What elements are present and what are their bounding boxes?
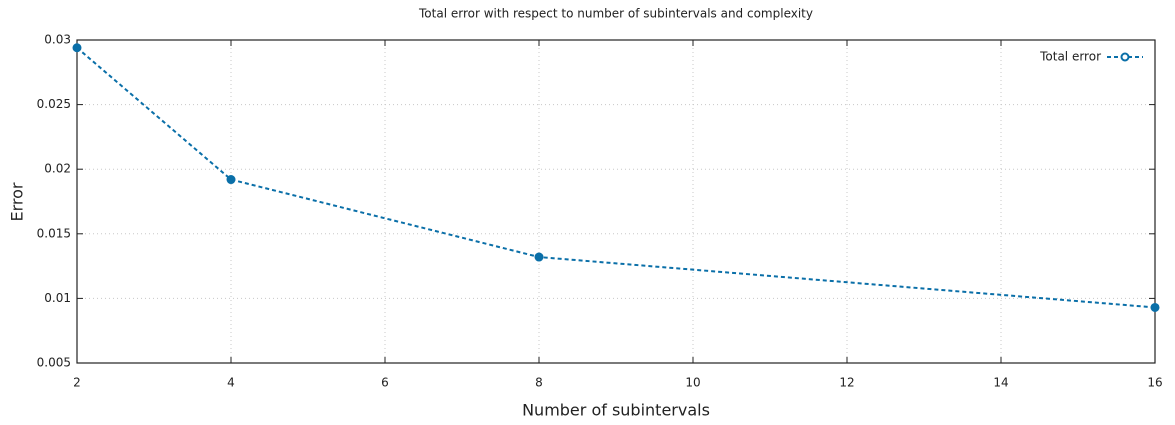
x-tick-label: 8 bbox=[535, 376, 543, 390]
data-point bbox=[226, 175, 236, 185]
x-tick-label: 6 bbox=[381, 376, 389, 390]
x-tick-label: 10 bbox=[685, 376, 700, 390]
x-tick-label: 2 bbox=[73, 376, 81, 390]
y-tick-label: 0.01 bbox=[44, 291, 71, 305]
y-tick-label: 0.005 bbox=[37, 356, 71, 370]
data-point bbox=[72, 43, 82, 53]
y-tick-label: 0.03 bbox=[44, 33, 71, 47]
legend-marker bbox=[1120, 52, 1130, 62]
legend-label: Total error bbox=[1039, 50, 1101, 64]
x-tick-label: 16 bbox=[1147, 376, 1162, 390]
series-line bbox=[76, 46, 1156, 309]
data-point bbox=[534, 252, 544, 262]
chart-title: Total error with respect to number of su… bbox=[418, 7, 813, 21]
y-axis-label: Error bbox=[8, 182, 27, 221]
data-point bbox=[1150, 302, 1160, 312]
x-tick-label: 12 bbox=[839, 376, 854, 390]
y-tick-label: 0.025 bbox=[37, 97, 71, 111]
x-tick-label: 4 bbox=[227, 376, 235, 390]
y-tick-label: 0.015 bbox=[37, 226, 71, 240]
plot-frame bbox=[76, 39, 1156, 364]
y-tick-label: 0.02 bbox=[44, 162, 71, 176]
x-tick-label: 14 bbox=[993, 376, 1008, 390]
x-axis-label: Number of subintervals bbox=[522, 401, 710, 420]
